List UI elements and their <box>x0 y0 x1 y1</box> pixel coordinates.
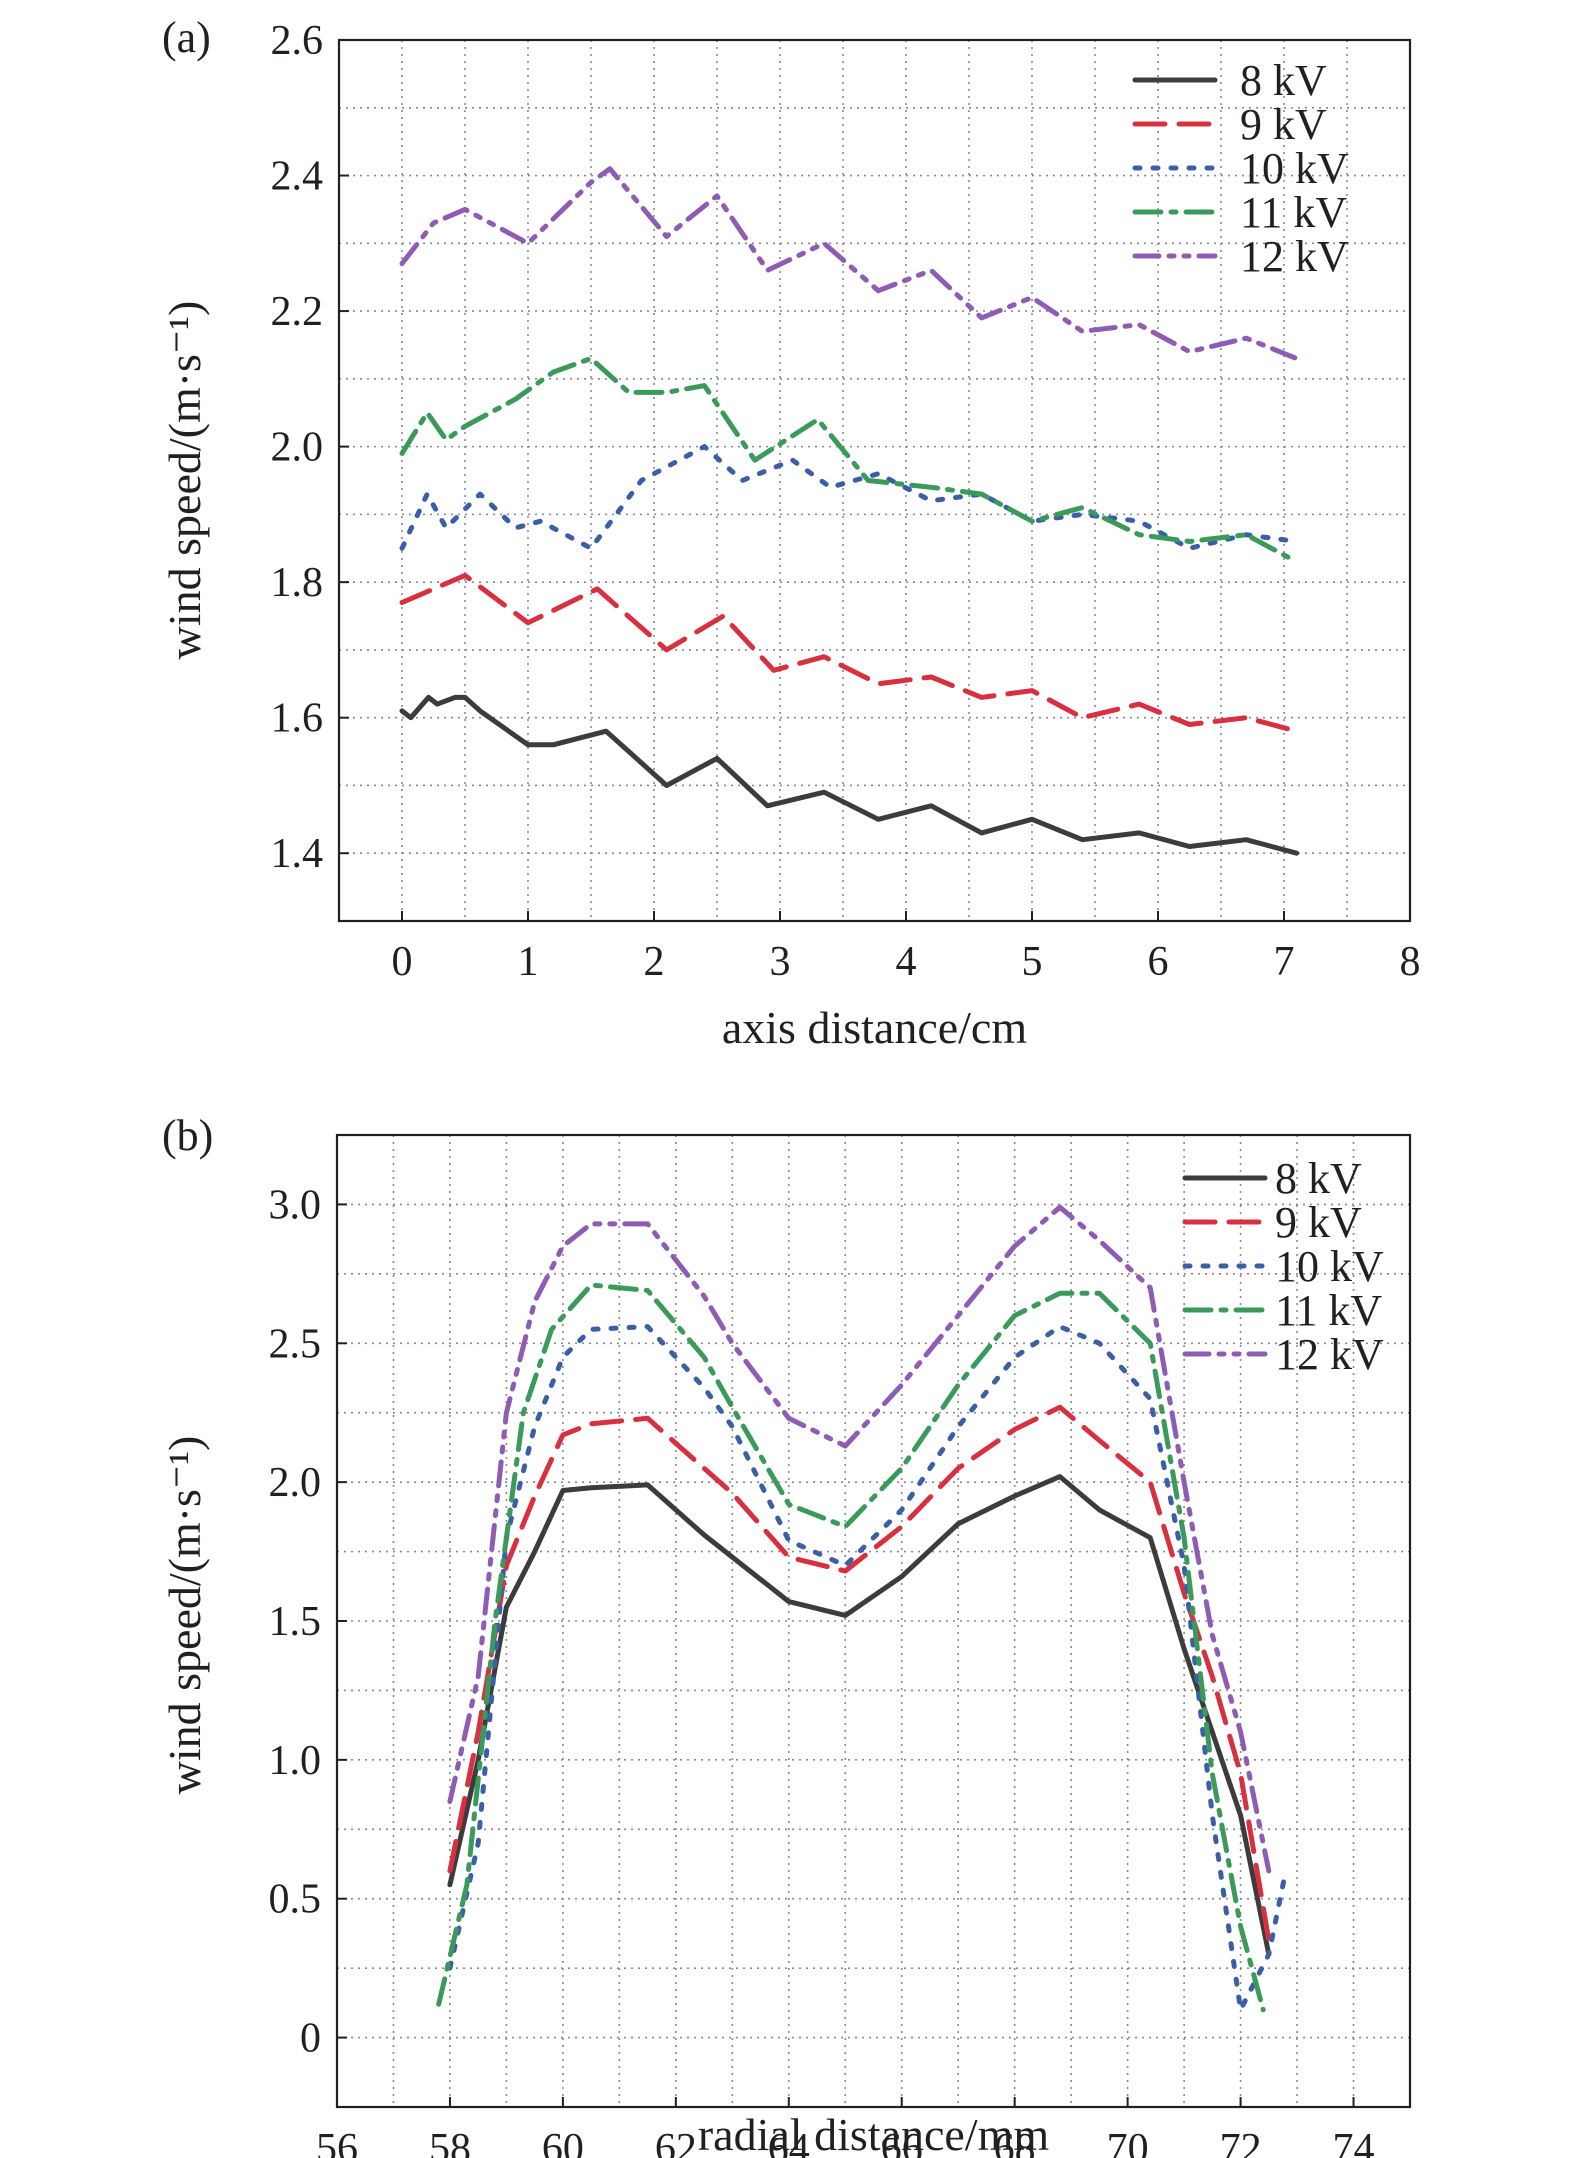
series-line-8kv <box>399 694 1300 856</box>
chart-panel-a: 0 1 2 3 4 5 6 7 8 1.4 1.6 1.8 2.0 2.2 2.4 2.6 axis dista… <box>159 13 1421 1053</box>
x-tick-label: 64 <box>768 2126 810 2158</box>
x-axis-ticks: 56 58 60 62 64 66 68 70 72 74 <box>316 2097 1375 2158</box>
y-tick-label: 1.6 <box>271 696 324 742</box>
series-line-11kv <box>399 356 1300 565</box>
x-axis-ticks: 0 1 2 3 4 5 6 7 8 <box>392 911 1421 985</box>
y-tick-label: 1.0 <box>269 1738 322 1784</box>
x-axis-label: axis distance/cm <box>722 1002 1028 1053</box>
series-line-11kv <box>436 1282 1266 2013</box>
x-tick-label: 66 <box>881 2126 923 2158</box>
legend-label: 11 kV <box>1240 188 1347 237</box>
x-axis-label: radial distance/mm <box>698 2109 1049 2158</box>
y-tick-label: 2.5 <box>269 1321 322 1367</box>
panel-label: (a) <box>162 13 211 62</box>
grid <box>337 1135 1410 2107</box>
x-tick-label: 3 <box>770 939 791 985</box>
x-tick-label: 72 <box>1220 2126 1262 2158</box>
series-lines <box>399 166 1300 856</box>
y-axis-label: wind speed/(m·s⁻¹) <box>159 1436 210 1795</box>
y-tick-label: 3.0 <box>269 1182 322 1228</box>
series-line-10kv <box>447 1324 1289 2013</box>
series-line-9kv <box>447 1404 1272 1943</box>
x-tick-label: 58 <box>429 2126 471 2158</box>
x-tick-label: 74 <box>1333 2126 1375 2158</box>
x-tick-label: 56 <box>316 2126 358 2158</box>
legend-label: 10 kV <box>1275 1242 1384 1291</box>
legend-label: 8 kV <box>1240 56 1327 105</box>
x-tick-label: 70 <box>1107 2126 1149 2158</box>
x-tick-label: 2 <box>644 939 665 985</box>
x-tick-label: 62 <box>655 2126 697 2158</box>
y-axis-ticks: 0 0.5 1.0 1.5 2.0 2.5 3.0 <box>269 1182 347 2062</box>
y-tick-label: 2.0 <box>271 425 324 471</box>
y-tick-label: 2.6 <box>271 18 324 64</box>
y-axis-ticks: 1.4 1.6 1.8 2.0 2.2 2.4 2.6 <box>271 18 349 877</box>
y-tick-label: 0.5 <box>269 1877 322 1923</box>
series-line-9kv <box>399 572 1300 734</box>
chart-panel-b: 56 58 60 62 64 66 68 70 72 74 0 0.5 1.0 1.5 2.0 2.5 3.0 r… <box>159 1111 1412 2158</box>
series-line-12kv <box>399 166 1300 361</box>
series-line-8kv <box>447 1474 1272 1957</box>
series-line-12kv <box>447 1204 1272 1874</box>
legend-label: 10 kV <box>1240 144 1349 193</box>
y-axis-label: wind speed/(m·s⁻¹) <box>159 301 210 660</box>
plot-frame <box>337 38 1412 923</box>
panel-label: (b) <box>162 1111 213 1160</box>
legend-label: 11 kV <box>1275 1286 1382 1335</box>
x-tick-label: 6 <box>1148 939 1169 985</box>
series-lines <box>436 1204 1289 2013</box>
y-tick-label: 1.5 <box>269 1599 322 1645</box>
legend-label: 9 kV <box>1275 1198 1362 1247</box>
y-tick-label: 2.2 <box>271 289 324 335</box>
legend-label: 8 kV <box>1275 1154 1362 1203</box>
x-tick-label: 60 <box>542 2126 584 2158</box>
y-tick-label: 0 <box>300 2016 321 2062</box>
legend-label: 12 kV <box>1240 232 1349 281</box>
x-tick-label: 0 <box>392 939 413 985</box>
legend-label: 12 kV <box>1275 1330 1384 1379</box>
y-tick-label: 1.4 <box>271 831 324 877</box>
y-tick-label: 1.8 <box>271 560 324 606</box>
series-line-10kv <box>399 444 1300 551</box>
x-tick-label: 4 <box>896 939 917 985</box>
x-tick-label: 8 <box>1400 939 1421 985</box>
y-tick-label: 2.4 <box>271 154 324 200</box>
y-tick-label: 2.0 <box>269 1460 322 1506</box>
x-tick-label: 1 <box>518 939 539 985</box>
x-tick-label: 5 <box>1022 939 1043 985</box>
x-tick-label: 68 <box>994 2126 1036 2158</box>
x-tick-label: 7 <box>1274 939 1295 985</box>
legend-label: 9 kV <box>1240 100 1327 149</box>
